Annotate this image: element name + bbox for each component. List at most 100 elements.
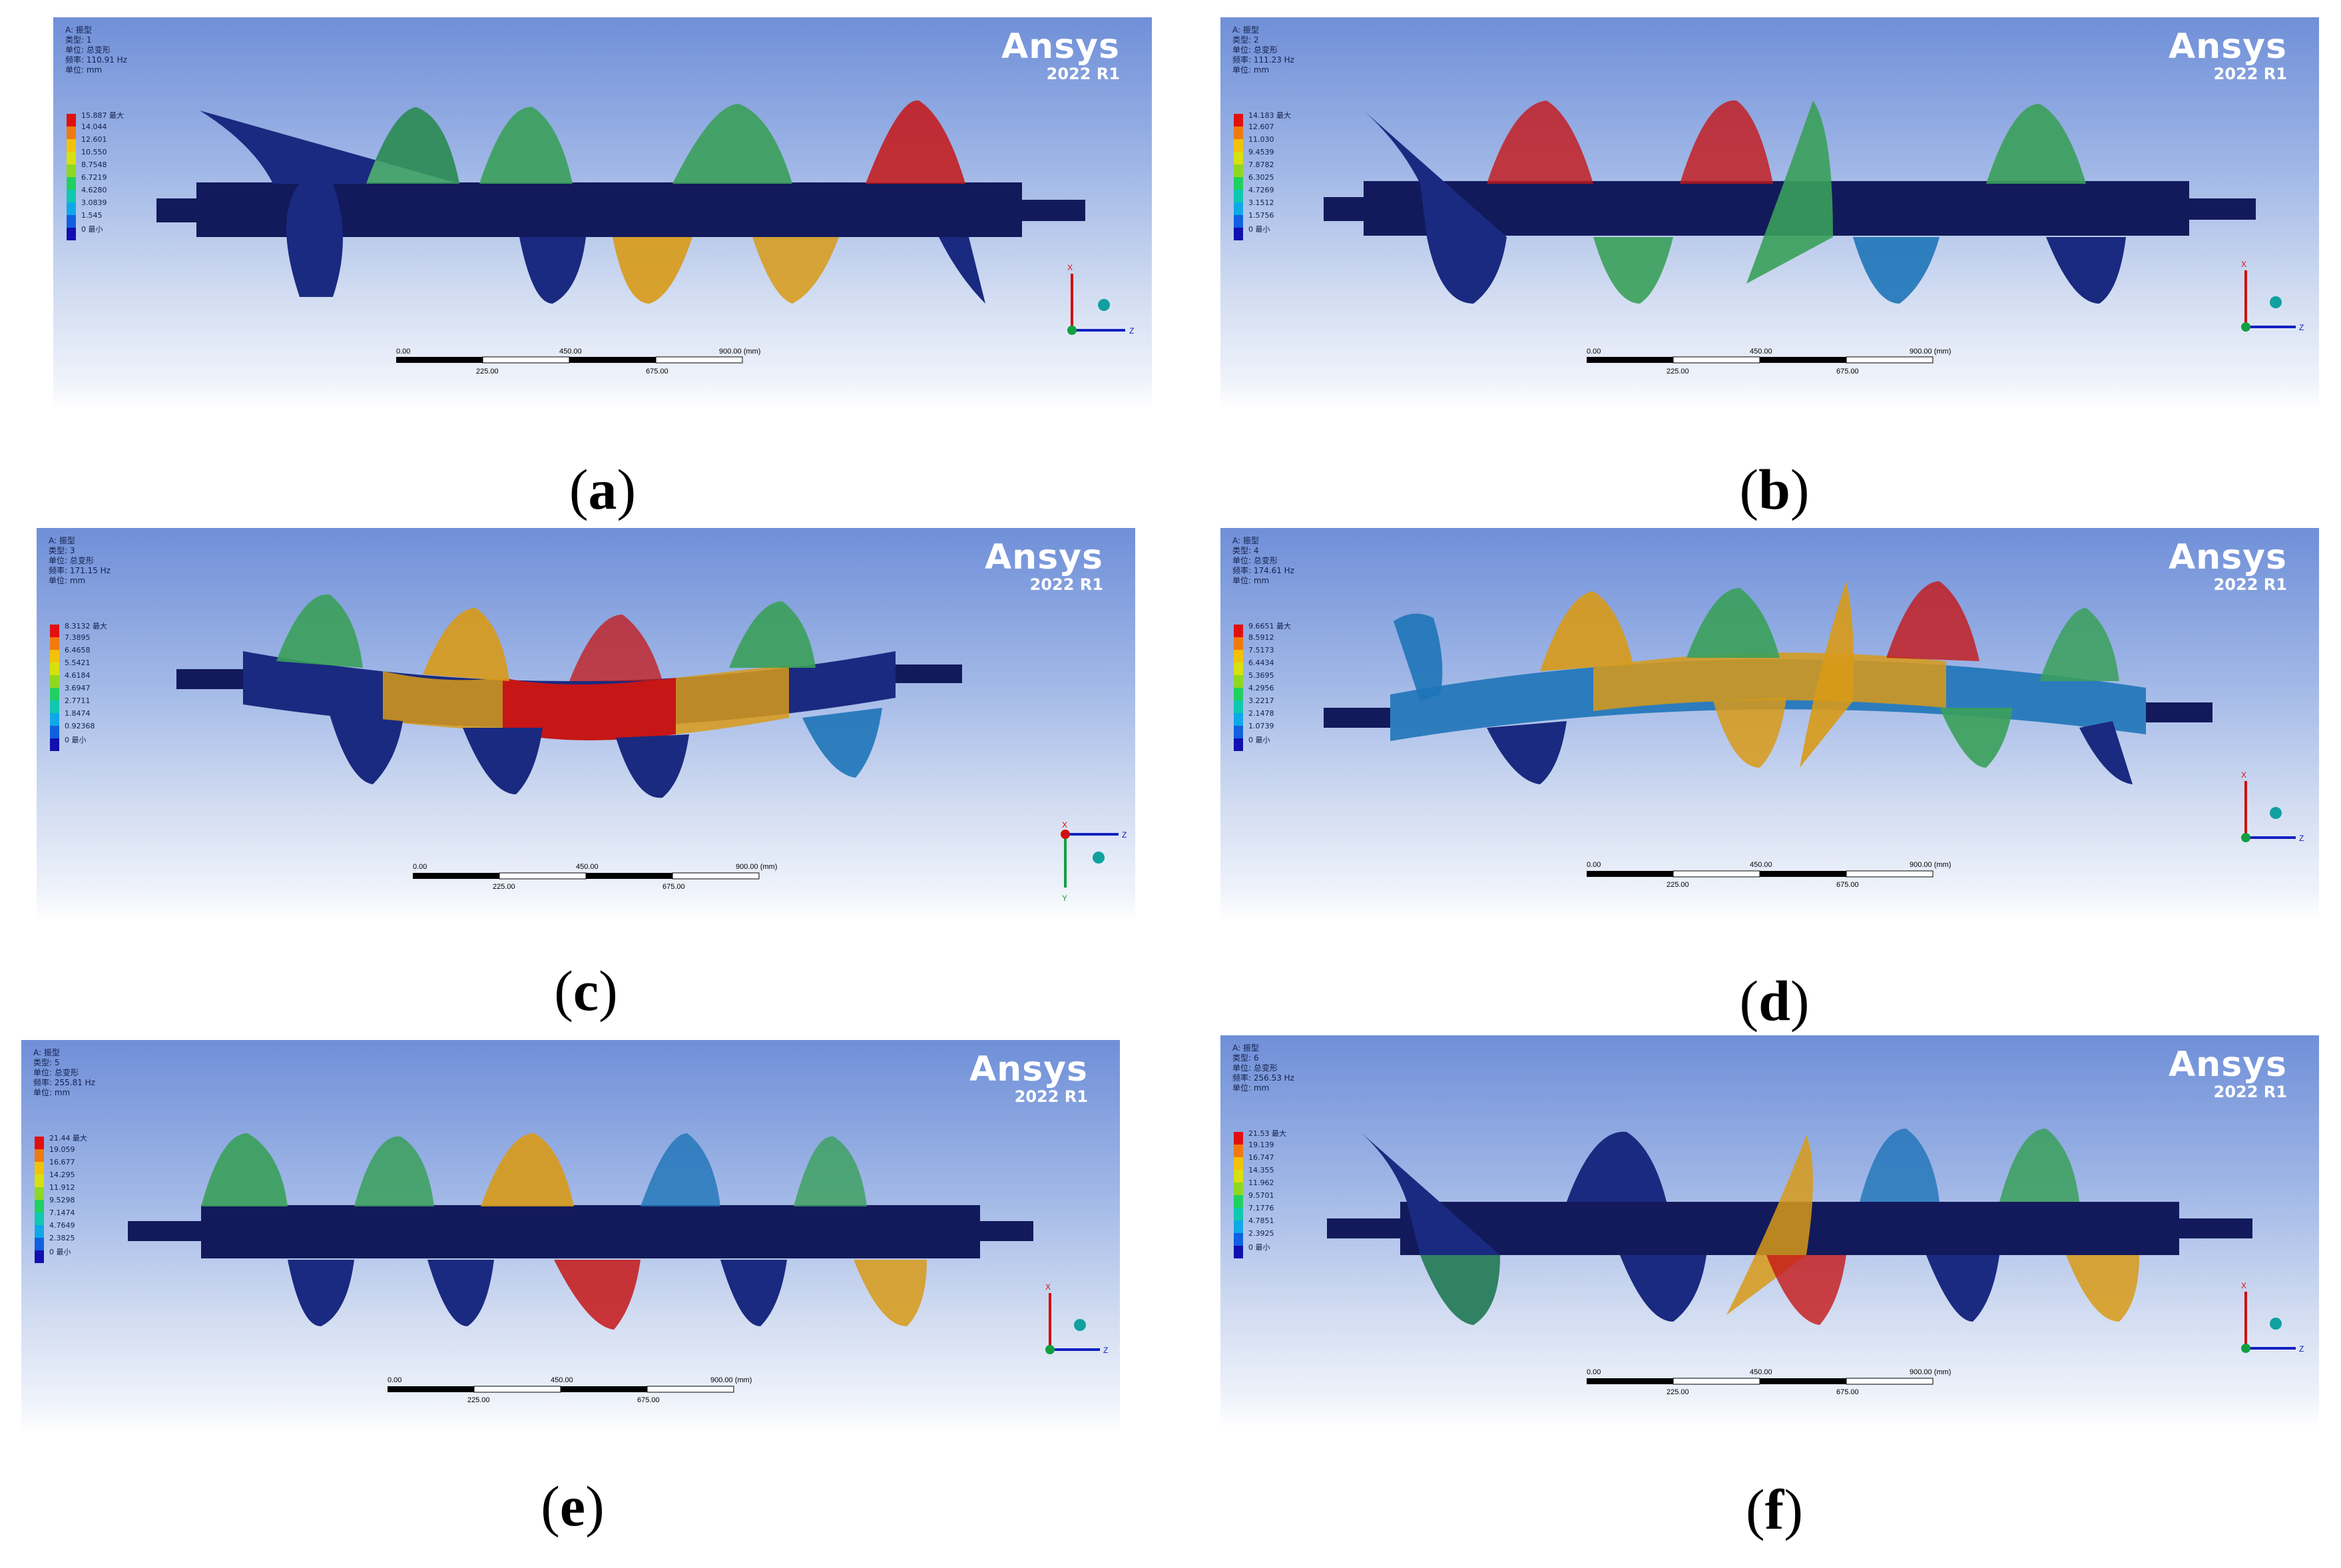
- scale-label-q1: 225.00: [1667, 881, 1689, 889]
- legend-swatch: [67, 139, 76, 152]
- panel-c[interactable]: 0.00 450.00 900.00 (mm) 225.00 675.00 X …: [37, 528, 1135, 921]
- blade-6: [2039, 608, 2119, 681]
- scale-bar: 0.00 450.00 900.00 (mm) 225.00 675.00: [413, 863, 777, 891]
- info-line: 类型: 1: [65, 35, 92, 45]
- legend-value: 0 最小: [49, 1248, 71, 1256]
- legend-swatch: [67, 152, 76, 164]
- brand-name: Ansys: [1001, 27, 1120, 67]
- axis-triad: X Z: [2241, 260, 2304, 332]
- result-info: A: 振型 类型: 1 单位: 总变形 频率: 110.91 Hz 单位: mm: [65, 25, 127, 75]
- legend-swatch: [1234, 675, 1243, 688]
- legend-swatch: [50, 637, 59, 650]
- info-line: 类型: 2: [1232, 35, 1259, 45]
- shaft-end-left: [128, 1221, 201, 1241]
- legend-value: 14.044: [81, 123, 107, 131]
- info-line: 单位: 总变形: [1232, 45, 1278, 55]
- axis-label-right: Z: [1129, 326, 1134, 336]
- brand-name: Ansys: [2168, 27, 2287, 67]
- info-line: 单位: mm: [1232, 1083, 1270, 1093]
- blade-2: [423, 608, 509, 681]
- screw-model: [128, 1133, 1033, 1330]
- caption-letter: d: [1758, 969, 1790, 1033]
- blade-3-lower: [613, 237, 692, 304]
- result-info: A: 振型 类型: 3 单位: 总变形 频率: 171.15 Hz 单位: mm: [49, 536, 111, 586]
- legend-value: 9.5701: [1248, 1191, 1274, 1200]
- legend-swatch: [1234, 700, 1243, 713]
- legend-swatch: [50, 650, 59, 662]
- shaft-hot-zone: [503, 678, 676, 740]
- info-line: 频率: 256.53 Hz: [1232, 1073, 1294, 1083]
- info-line: 类型: 6: [1232, 1053, 1259, 1063]
- blade-5: [866, 100, 965, 184]
- info-line: 类型: 5: [33, 1058, 60, 1067]
- blade-2: [354, 1136, 434, 1206]
- blade-5: [1886, 581, 1979, 661]
- blade-5-lower: [854, 1260, 927, 1326]
- legend-value: 8.5912: [1248, 633, 1274, 642]
- info-line: A: 振型: [33, 1048, 60, 1057]
- axis-triad: X Z: [2241, 1281, 2304, 1354]
- blade-2: [479, 107, 573, 184]
- legend-value: 11.912: [49, 1183, 75, 1192]
- scale-label-q3: 675.00: [662, 883, 685, 891]
- info-line: 单位: mm: [1232, 576, 1270, 585]
- shaft-end-right: [980, 1221, 1033, 1241]
- blade-1-lower: [288, 1260, 354, 1326]
- legend-value: 7.5173: [1248, 646, 1274, 654]
- blade-2-lower: [427, 1260, 494, 1326]
- brand-name: Ansys: [969, 1049, 1088, 1089]
- caption-d: (d): [1739, 969, 1810, 1033]
- legend-swatch: [1234, 1246, 1243, 1258]
- axis-label-up: X: [1067, 263, 1073, 272]
- blade-7: [1986, 104, 2086, 184]
- fem-screw-e: 0.00 450.00 900.00 (mm) 225.00 675.00 X …: [128, 1133, 1108, 1404]
- legend-value: 1.545: [81, 211, 103, 220]
- scale-bar: 0.00 450.00 900.00 (mm) 225.00 675.00: [1587, 861, 1951, 889]
- brand-name: Ansys: [2168, 1045, 2287, 1085]
- scale-label-start: 0.00: [388, 1376, 401, 1384]
- brand-version: 2022 R1: [1046, 65, 1120, 83]
- shaft-end-right: [1022, 200, 1085, 221]
- caption-letter: b: [1758, 457, 1790, 521]
- blade-4-lower: [1926, 1255, 1999, 1322]
- info-line: A: 振型: [65, 25, 92, 35]
- panel-f[interactable]: 0.00 450.00 900.00 (mm) 225.00 675.00 X …: [1220, 1035, 2319, 1428]
- caption-f: (f): [1746, 1477, 1803, 1541]
- legend-value: 1.0739: [1248, 722, 1274, 730]
- scale-label-q1: 225.00: [467, 1396, 490, 1404]
- legend-value: 3.0839: [81, 198, 107, 207]
- panel-e[interactable]: 0.00 450.00 900.00 (mm) 225.00 675.00 X …: [21, 1040, 1120, 1433]
- ansys-logo: Ansys 2022 R1: [969, 1051, 1088, 1105]
- scale-bar: 0.00 450.00 900.00 (mm) 225.00 675.00: [1587, 1368, 1951, 1396]
- panel-b[interactable]: 0.00 450.00 900.00 (mm) 225.00 675.00 X …: [1220, 17, 2319, 410]
- brand-name: Ansys: [984, 537, 1103, 577]
- shaft-end-left: [1324, 708, 1390, 728]
- legend-swatch: [35, 1200, 44, 1212]
- legend-value: 0 最小: [81, 225, 103, 234]
- scale-label-mid: 450.00: [576, 863, 599, 871]
- info-line: 类型: 3: [49, 546, 75, 555]
- blade-5-lower: [1940, 708, 2013, 768]
- blade-4: [729, 601, 816, 668]
- screw-model: [1327, 1129, 2252, 1325]
- axis-label-right: Z: [2299, 323, 2304, 332]
- caption-letter: f: [1764, 1477, 1784, 1541]
- shaft-end-right: [2146, 702, 2212, 722]
- blade-4: [1680, 100, 1773, 184]
- legend-value: 1.5756: [1248, 211, 1274, 220]
- legend-value: 4.6280: [81, 186, 107, 194]
- legend-swatch: [1234, 190, 1243, 202]
- legend-swatch: [35, 1175, 44, 1187]
- axis-triad: X Z: [2241, 770, 2304, 843]
- scale-label-mid: 450.00: [1750, 348, 1772, 356]
- info-line: 单位: 总变形: [1232, 1063, 1278, 1073]
- panel-d[interactable]: 0.00 450.00 900.00 (mm) 225.00 675.00 X …: [1220, 528, 2319, 921]
- legend-swatch: [1234, 1220, 1243, 1233]
- shaft-body: [201, 1205, 980, 1258]
- info-line: A: 振型: [1232, 536, 1259, 545]
- axis-triad: X Z: [1045, 1282, 1108, 1355]
- blade-5: [1999, 1129, 2079, 1202]
- panel-a[interactable]: 0.00 450.00 900.00 (mm) 225.00 675.00 X …: [53, 17, 1152, 410]
- blade-2: [1567, 1131, 1667, 1202]
- legend-value: 15.887 最大: [81, 111, 124, 120]
